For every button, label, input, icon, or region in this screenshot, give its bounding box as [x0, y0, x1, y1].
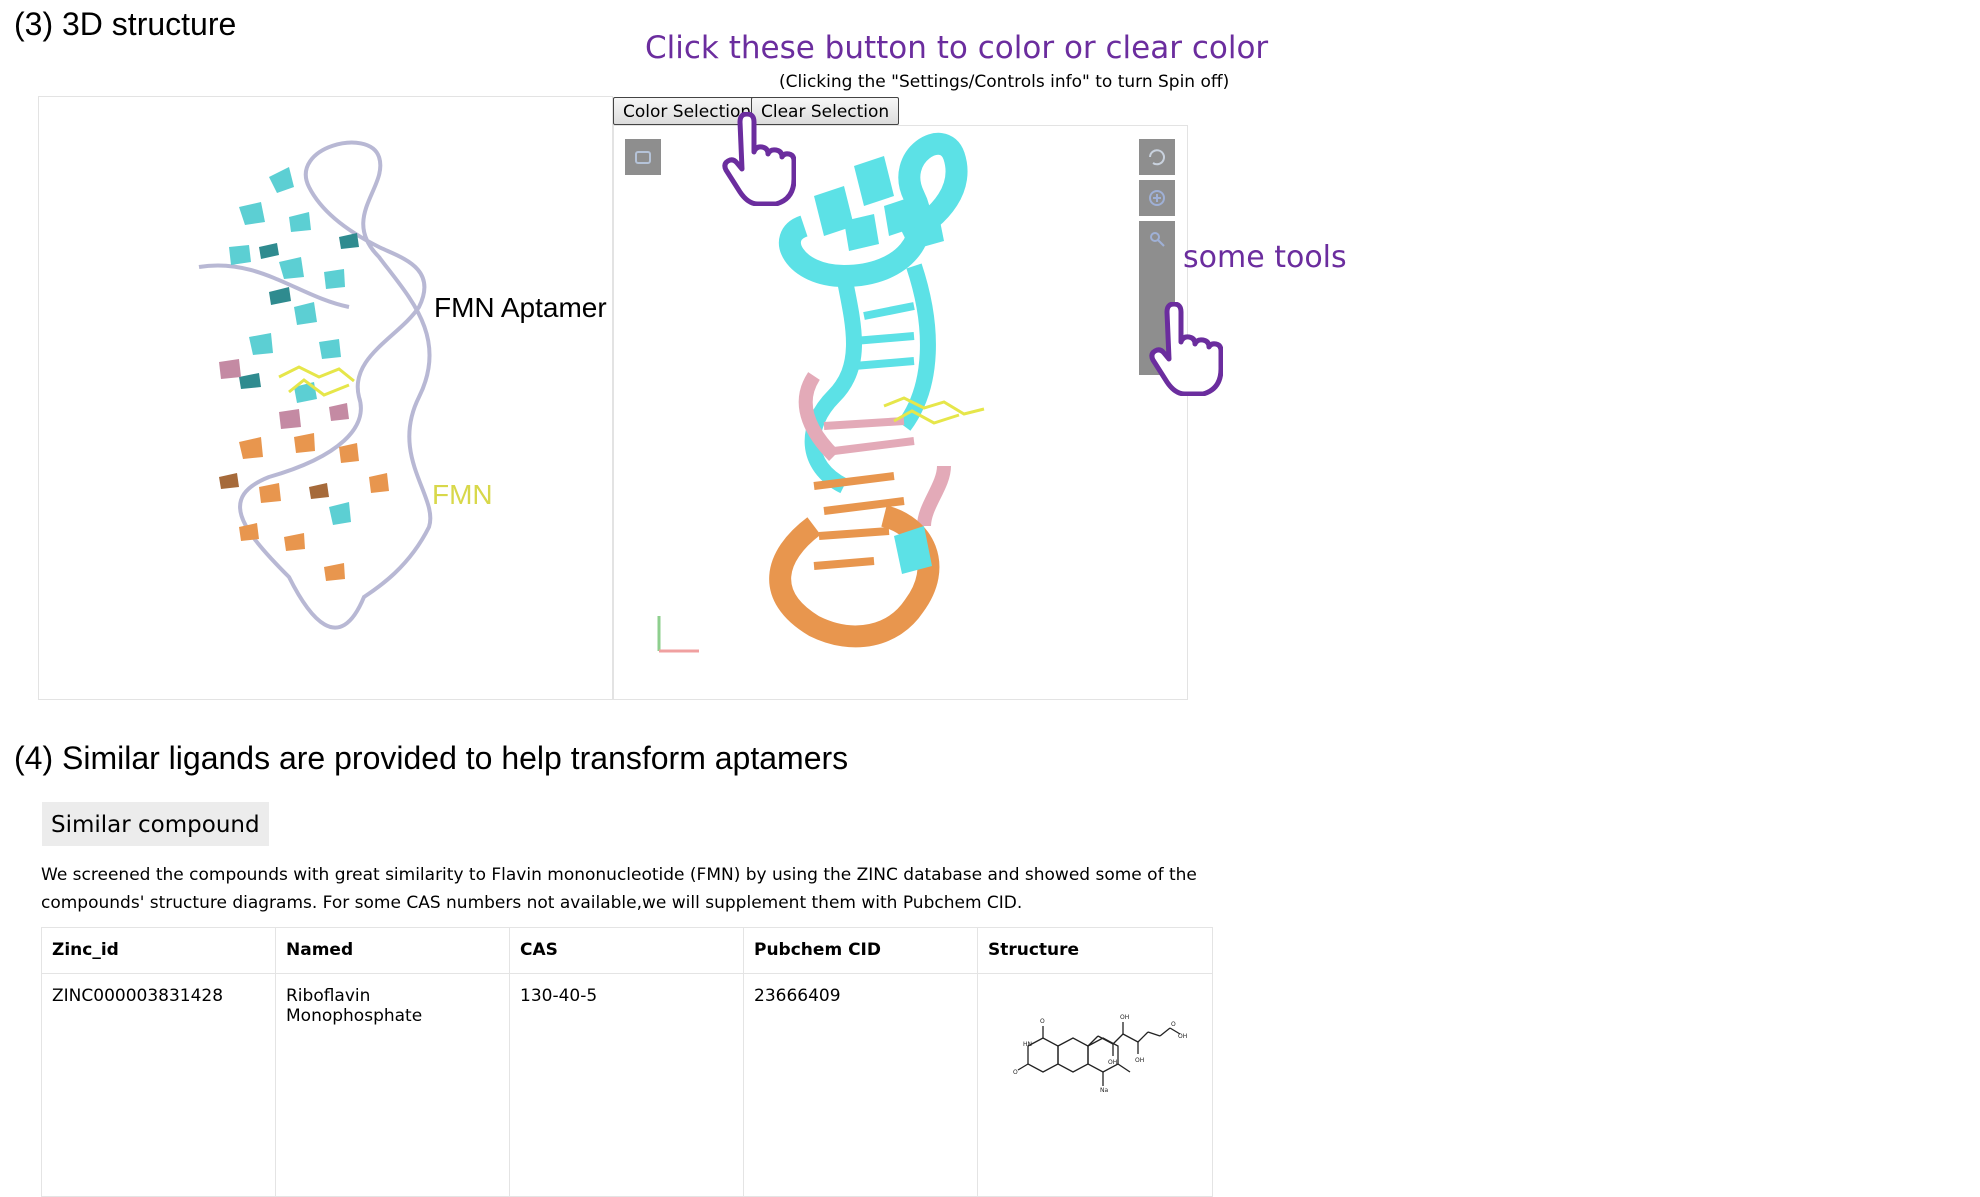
svg-text:O: O — [1013, 1069, 1018, 1076]
camera-icon[interactable] — [625, 139, 661, 175]
section-3-title: (3) 3D structure — [14, 6, 237, 42]
spin-note: (Clicking the "Settings/Controls info" t… — [779, 72, 1230, 92]
cell-structure: O O HN Na OH OH OH O OH — [977, 973, 1213, 1197]
clear-selection-button[interactable]: Clear Selection — [751, 97, 900, 125]
pointing-hand-icon-2 — [1149, 302, 1223, 396]
3d-viewer[interactable] — [613, 125, 1188, 700]
buttons-callout: Click these button to color or clear col… — [645, 30, 1269, 66]
refresh-icon[interactable] — [1139, 139, 1175, 175]
left-structure-image: FMN Aptamer FMN — [38, 96, 613, 700]
tools-callout: some tools — [1183, 240, 1347, 275]
description-text: We screened the compounds with great sim… — [41, 865, 1197, 913]
cell-pubchem-cid: 23666409 — [743, 973, 978, 1197]
fmn-aptamer-ribbon-image — [198, 140, 433, 630]
svg-text:O: O — [1040, 1018, 1045, 1025]
header-cas: CAS — [509, 927, 744, 974]
svg-text:OH: OH — [1178, 1033, 1187, 1040]
svg-text:O: O — [1171, 1021, 1176, 1028]
key-icon[interactable] — [1139, 221, 1175, 339]
fmn-aptamer-3d-render — [657, 132, 985, 653]
header-named: Named — [275, 927, 510, 974]
table-header-row: Zinc_id Named CAS Pubchem CID Structure — [41, 927, 1213, 974]
cell-named: Riboflavin Monophosphate — [275, 973, 510, 1197]
cell-cas: 130-40-5 — [509, 973, 744, 1197]
pointing-hand-icon — [722, 112, 796, 206]
similar-compounds-table: Zinc_id Named CAS Pubchem CID Structure … — [41, 927, 1213, 1197]
fmn-aptamer-label: FMN Aptamer — [434, 292, 607, 323]
header-structure: Structure — [977, 927, 1213, 974]
section-4-title: (4) Similar ligands are provided to help… — [14, 740, 849, 776]
svg-text:OH: OH — [1108, 1059, 1117, 1066]
svg-text:OH: OH — [1135, 1057, 1144, 1064]
svg-text:HN: HN — [1023, 1041, 1032, 1048]
zoom-in-icon[interactable] — [1139, 180, 1175, 216]
fmn-ligand-label: FMN — [432, 479, 493, 510]
svg-text:Na: Na — [1100, 1087, 1108, 1094]
cell-zinc-id: ZINC000003831428 — [41, 973, 276, 1197]
similar-compound-tab[interactable]: Similar compound — [42, 802, 269, 846]
table-row: ZINC000003831428 Riboflavin Monophosphat… — [41, 973, 1213, 1197]
svg-text:OH: OH — [1120, 1014, 1129, 1021]
header-pubchem-cid: Pubchem CID — [743, 927, 978, 974]
header-zinc-id: Zinc_id — [41, 927, 276, 974]
